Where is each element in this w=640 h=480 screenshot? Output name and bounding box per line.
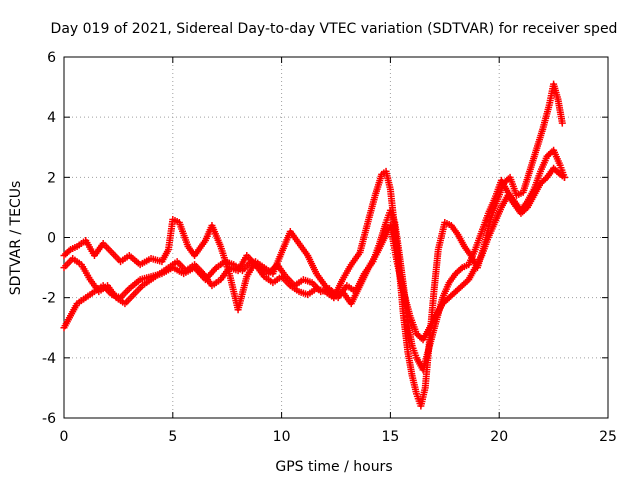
y-tick-label: 0 [47, 231, 56, 247]
data-point [558, 119, 566, 127]
chart-title: Day 019 of 2021, Sidereal Day-to-day VTE… [51, 21, 618, 37]
x-axis-label: GPS time / hours [275, 459, 392, 475]
data-point [560, 173, 568, 181]
y-tick-label: -2 [42, 291, 56, 307]
x-tick-label: 20 [490, 429, 508, 445]
y-tick-label: -4 [42, 351, 56, 367]
plot-frame [63, 56, 609, 419]
x-tick-label: 25 [599, 429, 617, 445]
x-tick-label: 15 [381, 429, 399, 445]
x-tick-label: 5 [168, 429, 177, 445]
x-tick-label: 0 [60, 429, 69, 445]
data-points [60, 80, 568, 410]
y-axis-label: SDTVAR / TECUs [8, 181, 24, 296]
tick-labels: 0 5 10 15 20 25 -6 -4 -2 0 2 4 6 [42, 50, 617, 445]
y-tick-label: 6 [47, 50, 56, 66]
x-tick-label: 10 [273, 429, 291, 445]
y-tick-label: 4 [47, 110, 56, 126]
y-tick-label: -6 [42, 411, 56, 427]
series-3 [60, 164, 568, 344]
y-tick-label: 2 [47, 170, 56, 186]
